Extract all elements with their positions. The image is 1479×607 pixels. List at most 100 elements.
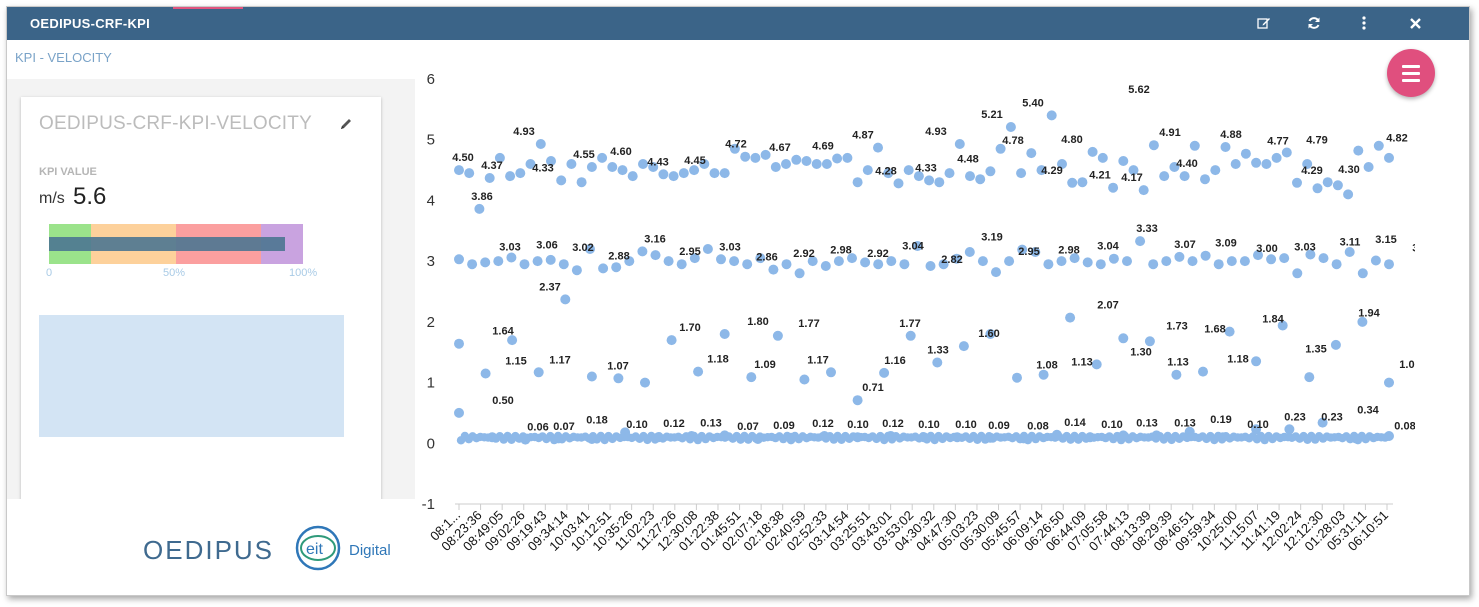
data-point — [833, 256, 844, 267]
data-point — [506, 252, 517, 263]
data-point — [1292, 268, 1303, 279]
data-point — [1343, 189, 1354, 200]
data-label: 1.15 — [505, 355, 526, 367]
data-label: 0.08 — [1027, 420, 1048, 432]
data-point — [1353, 145, 1364, 156]
data-label: 1.77 — [798, 318, 819, 330]
data-point — [873, 259, 884, 270]
data-label: 0.06 — [527, 422, 548, 434]
data-point — [1026, 148, 1037, 159]
data-point — [1384, 152, 1394, 163]
data-label: 3.16 — [644, 233, 665, 245]
data-point — [801, 156, 812, 166]
data-point — [977, 256, 988, 267]
data-point — [1384, 259, 1394, 270]
data-point — [1135, 236, 1146, 247]
data-point — [1330, 339, 1341, 350]
data-label: 0.23 — [1321, 411, 1342, 423]
data-point — [597, 152, 608, 163]
data-label: 0.09 — [773, 420, 794, 432]
data-point — [1036, 165, 1047, 176]
data-point — [912, 241, 923, 251]
data-point — [1038, 369, 1049, 380]
data-point — [640, 377, 650, 388]
more-vertical-icon[interactable] — [1355, 14, 1373, 32]
refresh-icon[interactable] — [1305, 14, 1323, 32]
data-point — [454, 338, 464, 349]
data-label: 5.40 — [1022, 97, 1043, 109]
data-point — [586, 162, 597, 172]
data-point — [1200, 250, 1211, 261]
oedipus-logo: OEDIPUS — [143, 535, 275, 565]
digital-text: Digital — [349, 542, 391, 559]
data-point — [886, 256, 897, 267]
data-label: 3.19 — [981, 232, 1002, 244]
data-point — [558, 259, 569, 270]
data-point — [467, 259, 478, 270]
data-point — [617, 165, 628, 176]
data-point — [1108, 182, 1119, 193]
data-point — [832, 153, 843, 164]
data-point — [1240, 148, 1251, 159]
y-tick-label: 0 — [427, 435, 435, 452]
data-label: 2.82 — [941, 254, 962, 266]
edit-icon[interactable] — [1255, 14, 1273, 32]
data-point — [893, 178, 904, 189]
data-label: 1.35 — [1305, 343, 1326, 355]
data-point — [781, 259, 792, 270]
data-label: 0.10 — [955, 419, 976, 431]
data-point — [811, 159, 822, 169]
data-label: 2.98 — [830, 244, 851, 256]
data-point — [699, 159, 710, 169]
data-point — [729, 143, 740, 154]
data-label: 0.12 — [882, 418, 903, 430]
data-label: 1.68 — [1204, 323, 1225, 335]
data-point — [1012, 372, 1022, 383]
data-point — [995, 143, 1006, 154]
data-label: 5.21 — [981, 109, 1002, 121]
data-label: 1.17 — [807, 354, 828, 366]
data-point — [1097, 152, 1108, 163]
data-point — [1357, 268, 1368, 279]
data-point — [454, 165, 464, 176]
close-icon[interactable] — [1406, 14, 1424, 32]
data-point — [905, 330, 916, 341]
data-point — [1279, 253, 1290, 264]
data-point — [862, 165, 873, 176]
data-point — [729, 256, 740, 267]
data-point — [1005, 122, 1016, 132]
data-label: 0.13 — [700, 417, 721, 429]
menu-fab-button[interactable] — [1387, 49, 1435, 97]
data-point — [772, 330, 783, 341]
data-point — [1239, 256, 1250, 267]
data-point — [794, 268, 805, 279]
header-accent — [173, 7, 243, 9]
data-point — [607, 162, 618, 172]
data-point — [1091, 359, 1102, 370]
data-point — [1159, 171, 1170, 182]
pencil-icon[interactable] — [339, 117, 353, 131]
data-point — [1230, 159, 1241, 169]
data-label: 3.04 — [1097, 241, 1119, 253]
data-point — [464, 168, 475, 179]
data-point — [1128, 165, 1139, 176]
data-point — [1373, 140, 1384, 151]
data-point — [1161, 256, 1172, 267]
data-point — [781, 159, 791, 169]
data-point — [1344, 247, 1355, 257]
data-point — [852, 395, 863, 406]
data-point — [770, 162, 781, 172]
data-point — [873, 142, 883, 153]
data-point — [1067, 177, 1078, 188]
data-label: 4.72 — [725, 139, 746, 151]
data-point — [938, 259, 949, 270]
footer-logos: OEDIPUS eit Digital — [7, 499, 415, 595]
data-point — [991, 267, 1001, 278]
gauge-value-bar — [49, 237, 285, 251]
data-label: 1.33 — [927, 345, 948, 357]
data-point — [852, 177, 863, 188]
data-point — [689, 165, 700, 176]
data-label: 4.33 — [532, 162, 553, 174]
data-point — [1384, 432, 1394, 441]
data-point — [958, 341, 969, 352]
